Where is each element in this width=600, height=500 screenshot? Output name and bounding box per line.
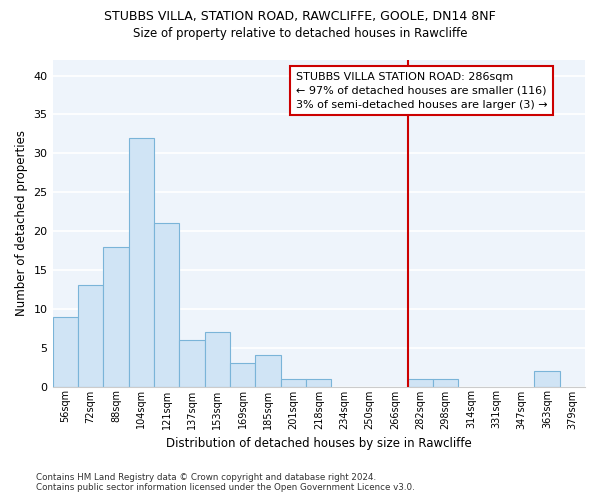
Bar bbox=[103, 246, 128, 386]
Bar bbox=[78, 286, 103, 386]
X-axis label: Distribution of detached houses by size in Rawcliffe: Distribution of detached houses by size … bbox=[166, 437, 472, 450]
Bar bbox=[230, 363, 256, 386]
Bar bbox=[407, 378, 433, 386]
Text: STUBBS VILLA STATION ROAD: 286sqm
← 97% of detached houses are smaller (116)
3% : STUBBS VILLA STATION ROAD: 286sqm ← 97% … bbox=[296, 72, 548, 110]
Bar bbox=[433, 378, 458, 386]
Bar bbox=[128, 138, 154, 386]
Bar bbox=[281, 378, 306, 386]
Bar bbox=[306, 378, 331, 386]
Text: Size of property relative to detached houses in Rawcliffe: Size of property relative to detached ho… bbox=[133, 28, 467, 40]
Bar bbox=[534, 371, 560, 386]
Bar bbox=[53, 316, 78, 386]
Bar bbox=[256, 356, 281, 386]
Y-axis label: Number of detached properties: Number of detached properties bbox=[15, 130, 28, 316]
Bar bbox=[205, 332, 230, 386]
Text: Contains HM Land Registry data © Crown copyright and database right 2024.
Contai: Contains HM Land Registry data © Crown c… bbox=[36, 473, 415, 492]
Bar bbox=[154, 224, 179, 386]
Text: STUBBS VILLA, STATION ROAD, RAWCLIFFE, GOOLE, DN14 8NF: STUBBS VILLA, STATION ROAD, RAWCLIFFE, G… bbox=[104, 10, 496, 23]
Bar bbox=[179, 340, 205, 386]
